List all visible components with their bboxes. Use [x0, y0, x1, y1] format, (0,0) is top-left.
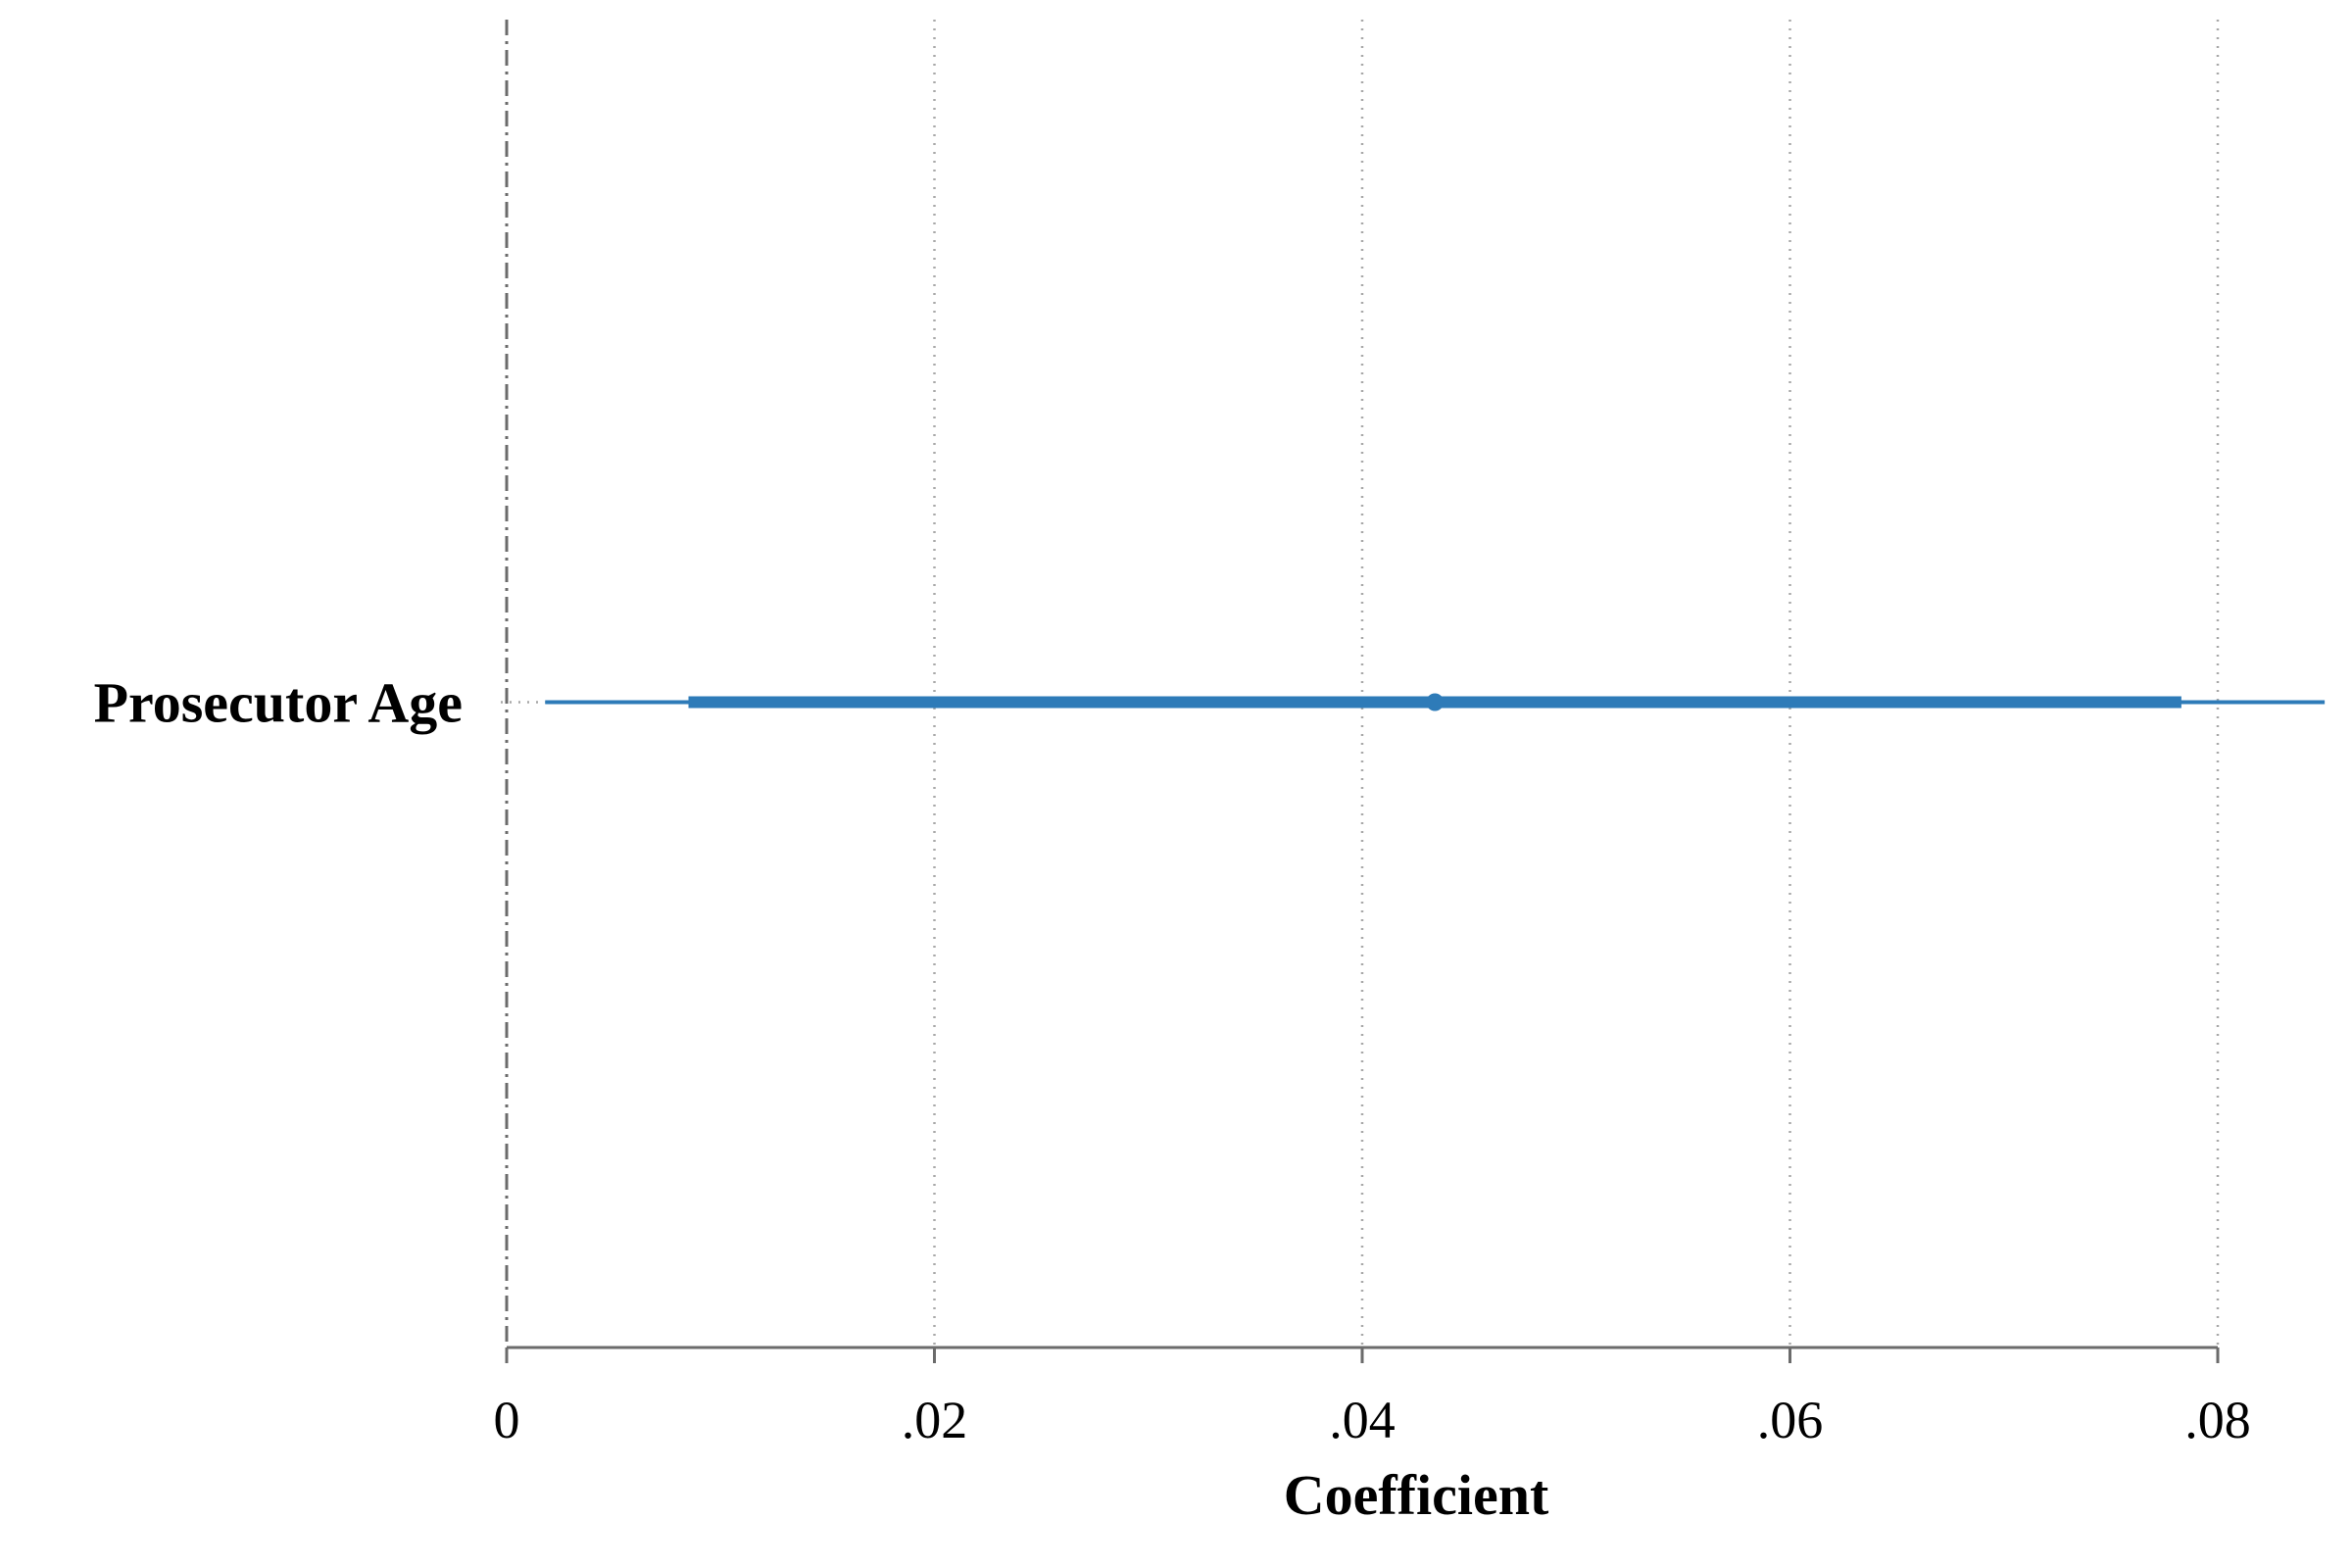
grid-lines [933, 20, 2220, 1348]
x-tick-label-4: .08 [2184, 1391, 2251, 1449]
point-estimate-0 [1426, 693, 1445, 711]
x-tick-label-0: 0 [494, 1391, 520, 1449]
category-labels: Prosecutor Age [94, 671, 463, 735]
series-group [501, 693, 2326, 711]
x-tick-label-2: .04 [1329, 1391, 1396, 1449]
x-tick-label-1: .02 [902, 1391, 968, 1449]
x-tick-label-3: .06 [1757, 1391, 1824, 1449]
x-axis-title: Coefficient [1284, 1463, 1549, 1527]
x-axis: 0 .02 .04 .06 .08 [494, 1346, 2251, 1449]
category-label-0: Prosecutor Age [94, 671, 463, 735]
